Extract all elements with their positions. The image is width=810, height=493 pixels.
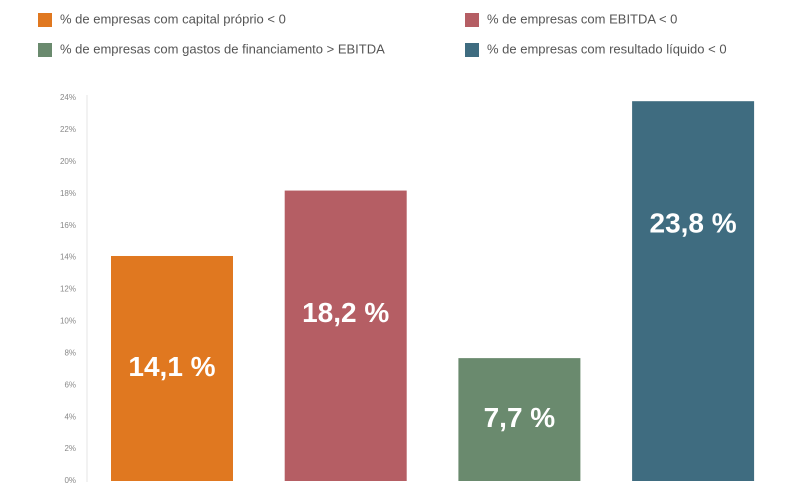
value-label: 7,7 % [484, 402, 556, 433]
y-tick-label: 18% [60, 189, 76, 198]
legend-label: % de empresas com gastos de financiament… [60, 41, 385, 56]
y-tick-label: 14% [60, 253, 76, 262]
y-tick-label: 10% [60, 317, 76, 326]
y-tick-label: 24% [60, 93, 76, 102]
y-tick-label: 20% [60, 157, 76, 166]
legend-swatch [465, 13, 479, 27]
y-tick-label: 2% [64, 444, 76, 453]
bar [458, 358, 581, 481]
legend-swatch [465, 43, 479, 57]
legend-label: % de empresas com resultado líquido < 0 [487, 41, 727, 56]
y-tick-label: 0% [64, 476, 76, 485]
y-tick-label: 22% [60, 125, 76, 134]
y-tick-label: 4% [64, 412, 76, 421]
y-tick-label: 12% [60, 285, 76, 294]
bar [284, 190, 407, 481]
y-tick-label: 16% [60, 221, 76, 230]
value-label: 14,1 % [128, 351, 215, 382]
value-label: 18,2 % [302, 297, 389, 328]
bar [632, 101, 755, 482]
legend-swatch [38, 13, 52, 27]
legend-swatch [38, 43, 52, 57]
y-tick-label: 6% [64, 380, 76, 389]
legend-label: % de empresas com EBITDA < 0 [487, 11, 677, 26]
y-tick-label: 8% [64, 348, 76, 357]
value-label: 23,8 % [650, 208, 737, 239]
legend-label: % de empresas com capital próprio < 0 [60, 11, 286, 26]
bar [111, 255, 233, 481]
